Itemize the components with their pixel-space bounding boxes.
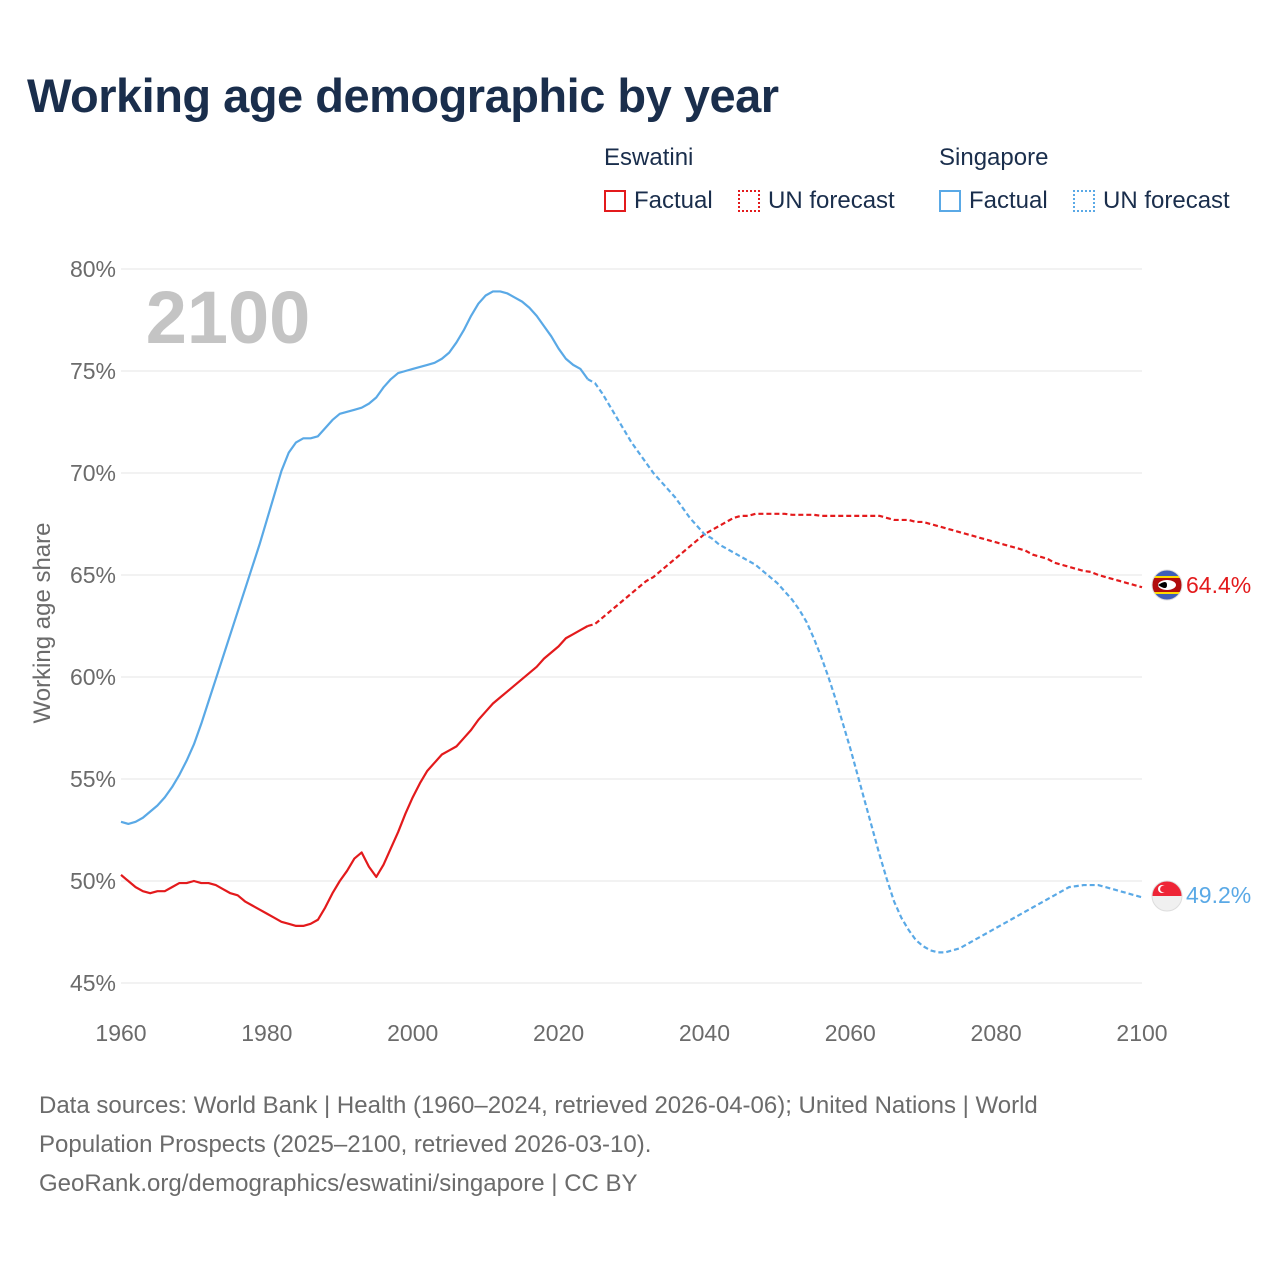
x-tick-label: 2080 bbox=[971, 1020, 1022, 1046]
footer-line[interactable]: GeoRank.org/demographics/eswatini/singap… bbox=[39, 1170, 638, 1197]
x-tick-label: 2020 bbox=[533, 1020, 584, 1046]
legend-swatch-dotted-icon bbox=[1073, 190, 1095, 212]
eswatini-flag-icon bbox=[1151, 569, 1183, 601]
y-tick-label: 65% bbox=[70, 562, 116, 588]
legend-label: UN forecast bbox=[768, 187, 895, 214]
y-tick-label: 70% bbox=[70, 460, 116, 486]
x-tick-label: 2060 bbox=[825, 1020, 876, 1046]
singapore-flag-icon bbox=[1151, 880, 1183, 912]
series-line-singapore-forecast[interactable] bbox=[587, 378, 1143, 954]
series-line-singapore-factual[interactable] bbox=[120, 290, 589, 825]
legend-item-eswatini-forecast[interactable]: UN forecast bbox=[738, 186, 895, 216]
x-tick-label: 1980 bbox=[241, 1020, 292, 1046]
legend-swatch-solid-icon bbox=[604, 190, 626, 212]
y-tick-label: 60% bbox=[70, 664, 116, 690]
legend-swatch-solid-icon bbox=[939, 190, 961, 212]
chart-title: Working age demographic by year bbox=[27, 69, 779, 122]
legend-group-eswatini: Eswatini bbox=[604, 144, 694, 171]
y-axis-label: Working age share bbox=[29, 523, 56, 724]
y-tick-label: 55% bbox=[70, 766, 116, 792]
end-label-singapore: 49.2% bbox=[1186, 882, 1251, 908]
legend-item-singapore-forecast[interactable]: UN forecast bbox=[1073, 186, 1230, 216]
x-tick-label: 2040 bbox=[679, 1020, 730, 1046]
y-tick-label: 50% bbox=[70, 868, 116, 894]
end-label-eswatini: 64.4% bbox=[1186, 572, 1251, 598]
x-tick-label: 2000 bbox=[387, 1020, 438, 1046]
legend-item-singapore-factual[interactable]: Factual bbox=[939, 186, 1048, 216]
series-line-eswatini-forecast[interactable] bbox=[587, 512, 1143, 628]
series-line-eswatini-factual[interactable] bbox=[120, 625, 589, 927]
footer-line: Data sources: World Bank | Health (1960–… bbox=[39, 1092, 1038, 1119]
line-chart: 2100 Working age share 45% 50% 55% 60% 65% 70… bbox=[29, 256, 1251, 1046]
x-tick-label: 2100 bbox=[1116, 1020, 1167, 1046]
legend-label: Factual bbox=[969, 187, 1048, 214]
legend-label: UN forecast bbox=[1103, 187, 1230, 214]
legend-label: Factual bbox=[634, 187, 713, 214]
x-tick-label: 1960 bbox=[95, 1020, 146, 1046]
legend-swatch-dotted-icon bbox=[738, 190, 760, 212]
y-tick-label: 45% bbox=[70, 970, 116, 996]
footer-sources: Data sources: World Bank | Health (1960–… bbox=[39, 1086, 1239, 1203]
year-watermark: 2100 bbox=[146, 276, 311, 359]
y-tick-label: 80% bbox=[70, 256, 116, 282]
legend-item-eswatini-factual[interactable]: Factual bbox=[604, 186, 713, 216]
y-tick-label: 75% bbox=[70, 358, 116, 384]
legend-group-singapore: Singapore bbox=[939, 144, 1049, 171]
footer-line: Population Prospects (2025–2100, retriev… bbox=[39, 1131, 652, 1158]
